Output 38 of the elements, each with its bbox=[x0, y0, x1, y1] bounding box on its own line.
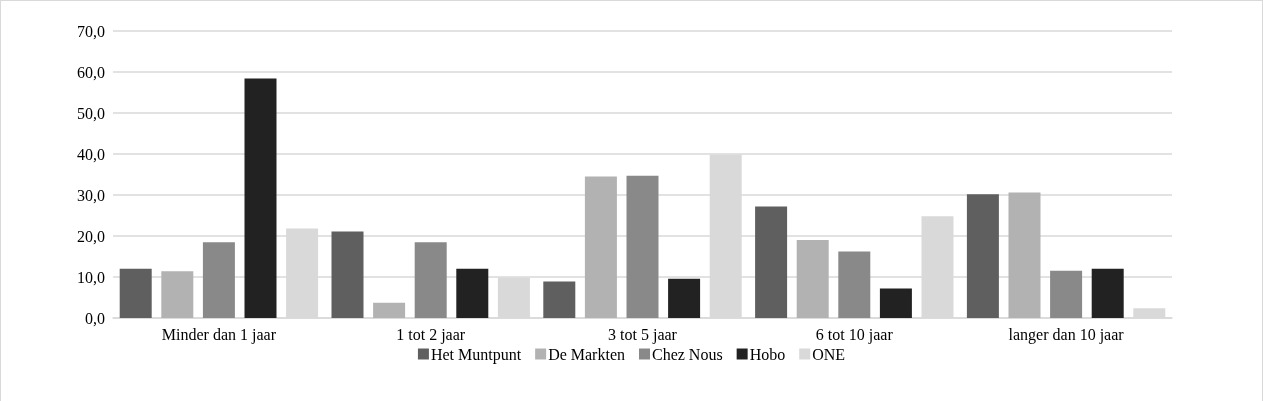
bar bbox=[584, 176, 617, 318]
bar bbox=[202, 242, 235, 318]
legend-label: De Markten bbox=[548, 345, 625, 363]
x-tick-label: 6 tot 10 jaar bbox=[815, 325, 894, 344]
y-tick-label: 70,0 bbox=[77, 22, 105, 40]
bar bbox=[1091, 268, 1124, 318]
bar bbox=[244, 78, 277, 318]
y-tick-label: 0,0 bbox=[85, 309, 105, 327]
x-tick-label: 1 tot 2 jaar bbox=[396, 325, 466, 344]
bar bbox=[456, 268, 489, 318]
bar bbox=[373, 302, 406, 318]
bar bbox=[543, 281, 576, 318]
y-tick-label: 50,0 bbox=[77, 104, 105, 122]
bar bbox=[838, 251, 871, 318]
bar bbox=[668, 278, 701, 318]
y-tick-label: 40,0 bbox=[77, 145, 105, 163]
legend-label: ONE bbox=[812, 345, 846, 363]
bar bbox=[1050, 270, 1083, 318]
y-tick-label: 30,0 bbox=[77, 186, 105, 204]
x-tick-label: 3 tot 5 jaar bbox=[608, 325, 678, 344]
bar bbox=[796, 240, 829, 318]
x-tick-label: Minder dan 1 jaar bbox=[161, 325, 277, 344]
legend-label: Het Muntpunt bbox=[430, 345, 522, 364]
y-tick-label: 60,0 bbox=[77, 63, 105, 81]
bar bbox=[1008, 192, 1041, 318]
bar bbox=[161, 271, 194, 318]
y-tick-label: 10,0 bbox=[77, 268, 105, 286]
x-tick-label: langer dan 10 jaar bbox=[1008, 325, 1125, 344]
bar bbox=[414, 242, 447, 318]
bar bbox=[966, 194, 999, 318]
bar bbox=[331, 231, 364, 318]
legend-label: Hobo bbox=[749, 345, 786, 363]
bar bbox=[879, 288, 912, 318]
legend-label: Chez Nous bbox=[651, 345, 723, 363]
bar bbox=[755, 206, 788, 318]
bar bbox=[626, 175, 659, 318]
bar bbox=[119, 268, 152, 318]
y-tick-label: 20,0 bbox=[77, 227, 105, 245]
